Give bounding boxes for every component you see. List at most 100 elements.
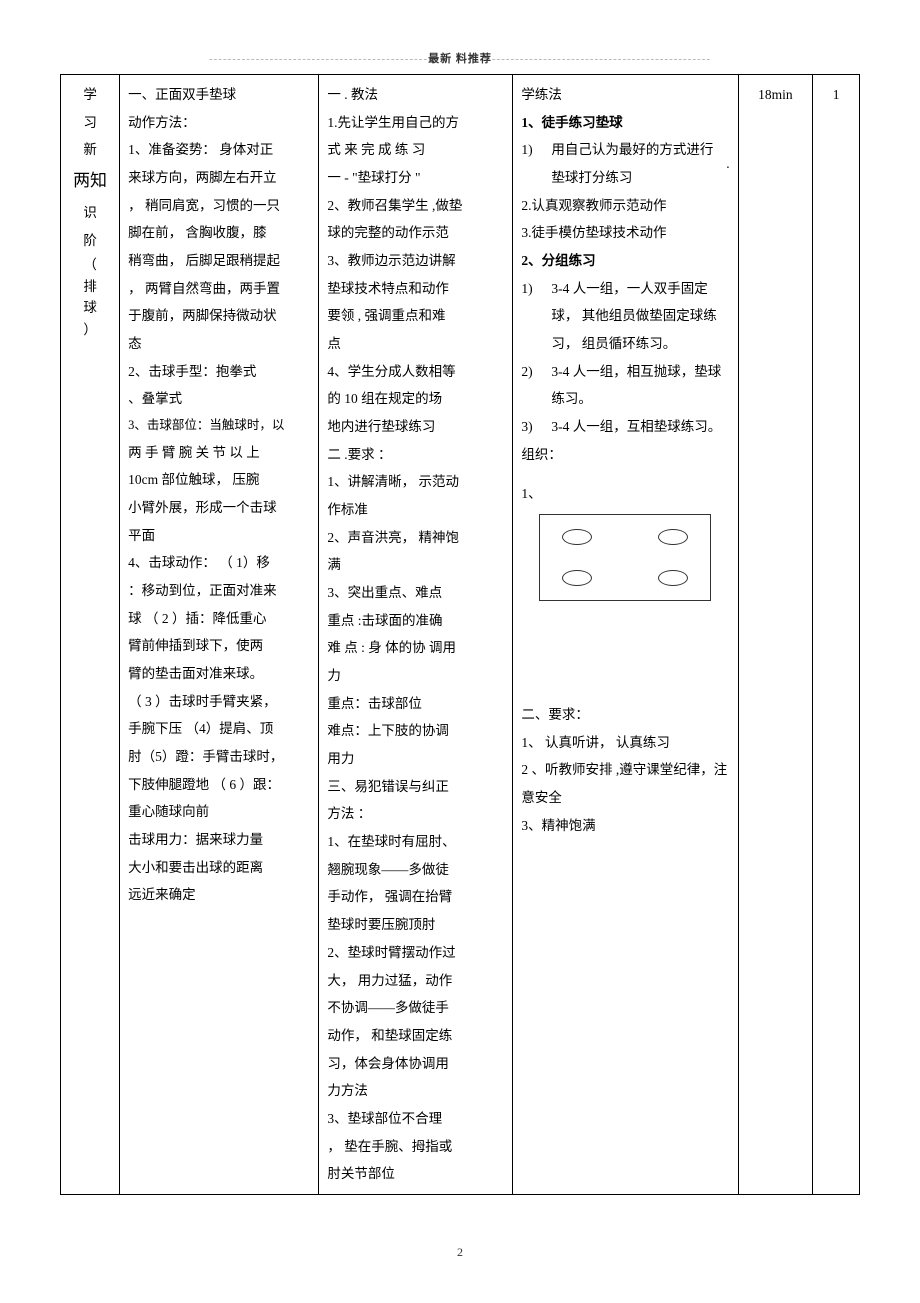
learn-item: 1) 3-4 人一组，一人双手固定球， 其他组员做垫固定球练习， 组员循环练习。 bbox=[521, 275, 729, 358]
dot-icon: . bbox=[726, 150, 729, 178]
teach-text: 力方法 bbox=[327, 1077, 504, 1105]
content-text: 臂的垫击面对准来球。 bbox=[128, 660, 310, 688]
content-text: 下肢伸腿蹬地 （ 6 ）跟： bbox=[128, 771, 310, 799]
teach-text: 球的完整的动作示范 bbox=[327, 219, 504, 247]
learn-text: 1、 bbox=[521, 480, 729, 508]
content-text: 于腹前，两脚保持微动状 bbox=[128, 302, 310, 330]
teach-text: 肘关节部位 bbox=[327, 1160, 504, 1188]
section-char: 习 bbox=[69, 109, 111, 137]
teach-text: 1.先让学生用自己的方 bbox=[327, 109, 504, 137]
list-num: 1) bbox=[521, 136, 551, 191]
learn-text: 3、精神饱满 bbox=[521, 812, 729, 840]
teach-text: 三、易犯错误与纠正 bbox=[327, 773, 504, 801]
header-label: 最新 料推荐 bbox=[428, 53, 492, 65]
content-text: 来球方向，两脚左右开立 bbox=[128, 164, 310, 192]
teach-text: 4、学生分成人数相等 bbox=[327, 358, 504, 386]
list-num: 1) bbox=[521, 275, 551, 358]
spacer bbox=[521, 611, 729, 701]
lesson-plan-table: 学 习 新 两知 识 阶 （ 排 球 ） 一、正面双手垫球 动作方法： 1、准备… bbox=[60, 74, 860, 1195]
teach-text: 用力 bbox=[327, 745, 504, 773]
learning-method-column: 学练法 1、徒手练习垫球 1) 用自己认为最好的方式进行垫球打分练习 . 2.认… bbox=[513, 75, 738, 1195]
learn-text: 1、徒手练习垫球 bbox=[521, 109, 729, 137]
learn-text: 1、 认真听讲， 认真练习 bbox=[521, 729, 729, 757]
content-text: 小臂外展，形成一个击球 bbox=[128, 494, 310, 522]
content-text: 态 bbox=[128, 330, 310, 358]
teach-text: 式 来 完 成 练 习 bbox=[327, 136, 504, 164]
teach-text: 垫球技术特点和动作 bbox=[327, 275, 504, 303]
section-char: 识 bbox=[69, 199, 111, 227]
content-text: 击球用力：据来球力量 bbox=[128, 826, 310, 854]
content-text: 一、正面双手垫球 bbox=[128, 81, 310, 109]
list-text: 3-4 人一组，一人双手固定球， 其他组员做垫固定球练习， 组员循环练习。 bbox=[551, 275, 729, 358]
content-text: 稍弯曲， 后脚足跟稍提起 bbox=[128, 247, 310, 275]
teaching-method-column: 一 . 教法 1.先让学生用自己的方 式 来 完 成 练 习 一 - "垫球打分… bbox=[319, 75, 513, 1195]
repetitions-value: 1 bbox=[833, 87, 840, 102]
teach-text: 难 点 : 身 体的协 调用 bbox=[327, 634, 504, 662]
section-char: 球 bbox=[69, 297, 111, 319]
list-num: 2) bbox=[521, 358, 551, 413]
time-cell: 18min bbox=[738, 75, 813, 1195]
spacer bbox=[521, 468, 729, 480]
learn-text: 组织： bbox=[521, 441, 729, 469]
learn-text: 2 、听教师安排 ,遵守课堂纪律，注意安全 bbox=[521, 756, 729, 811]
content-text: 脚在前， 含胸收腹，膝 bbox=[128, 219, 310, 247]
section-char: ） bbox=[69, 319, 111, 341]
teach-text: 作标准 bbox=[327, 496, 504, 524]
list-num: 3) bbox=[521, 413, 551, 441]
teach-text: 重点：击球部位 bbox=[327, 690, 504, 718]
oval-icon bbox=[658, 529, 688, 545]
content-text: 臂前伸插到球下，使两 bbox=[128, 632, 310, 660]
formation-diagram bbox=[539, 514, 711, 601]
content-text: 肘（5）蹬：手臂击球时， bbox=[128, 743, 310, 771]
teach-text: 不协调——多做徒手 bbox=[327, 994, 504, 1022]
teach-text: 大， 用力过猛，动作 bbox=[327, 967, 504, 995]
list-text: 3-4 人一组，互相垫球练习。 bbox=[551, 413, 721, 441]
table-row: 学 习 新 两知 识 阶 （ 排 球 ） 一、正面双手垫球 动作方法： 1、准备… bbox=[61, 75, 860, 1195]
teach-text: 1、讲解清晰， 示范动 bbox=[327, 468, 504, 496]
teach-text: 垫球时要压腕顶肘 bbox=[327, 911, 504, 939]
content-text: 两 手 臂 腕 关 节 以 上 bbox=[128, 439, 310, 467]
list-text: 用自己认为最好的方式进行垫球打分练习 bbox=[551, 136, 722, 191]
teach-text: 满 bbox=[327, 551, 504, 579]
teach-text: 2、教师召集学生 ,做垫 bbox=[327, 192, 504, 220]
content-text: 平面 bbox=[128, 522, 310, 550]
content-text: 2、击球手型：抱拳式 bbox=[128, 358, 310, 386]
header-dashes-right: ----------------------------------------… bbox=[492, 53, 711, 65]
teach-text: 习，体会身体协调用 bbox=[327, 1050, 504, 1078]
section-char: 阶 bbox=[69, 227, 111, 255]
content-text: 、叠掌式 bbox=[128, 385, 310, 413]
header-dashes-left: ----------------------------------------… bbox=[209, 53, 428, 65]
teach-text: 二 .要求 ： bbox=[327, 441, 504, 469]
content-text: 10cm 部位触球， 压腕 bbox=[128, 466, 310, 494]
document-page: ----------------------------------------… bbox=[0, 0, 920, 1300]
learn-item: 3) 3-4 人一组，互相垫球练习。 bbox=[521, 413, 729, 441]
oval-icon bbox=[562, 570, 592, 586]
learn-bold: 1、徒手练习垫球 bbox=[521, 115, 622, 130]
learn-text: 2、分组练习 bbox=[521, 247, 729, 275]
teach-text: 3、垫球部位不合理 bbox=[327, 1105, 504, 1133]
section-char: 学 bbox=[69, 81, 111, 109]
repetitions-cell: 1 bbox=[813, 75, 860, 1195]
content-text: ， 稍同肩宽，习惯的一只 bbox=[128, 192, 310, 220]
teach-text: 的 10 组在规定的场 bbox=[327, 385, 504, 413]
section-char: （ bbox=[69, 254, 111, 276]
teach-text: 动作， 和垫球固定练 bbox=[327, 1022, 504, 1050]
content-text: ：移动到位，正面对准来 bbox=[128, 577, 310, 605]
learn-text: 3.徒手模仿垫球技术动作 bbox=[521, 219, 729, 247]
learn-text: 二、要求： bbox=[521, 701, 729, 729]
teach-text: 2、声音洪亮， 精神饱 bbox=[327, 524, 504, 552]
list-text: 3-4 人一组，相互抛球，垫球练习。 bbox=[551, 358, 729, 413]
teach-text: 重点 :击球面的准确 bbox=[327, 607, 504, 635]
teach-text: 翘腕现象——多做徒 bbox=[327, 856, 504, 884]
teach-text: 地内进行垫球练习 bbox=[327, 413, 504, 441]
oval-icon bbox=[658, 570, 688, 586]
teach-text: 点 bbox=[327, 330, 504, 358]
content-text: 大小和要击出球的距离 bbox=[128, 854, 310, 882]
teach-text: 方法 ： bbox=[327, 800, 504, 828]
teach-text: 一 . 教法 bbox=[327, 81, 504, 109]
teach-text: 3、突出重点、难点 bbox=[327, 579, 504, 607]
teach-text: 2、垫球时臂摆动作过 bbox=[327, 939, 504, 967]
time-value: 18min bbox=[758, 87, 793, 102]
content-text: 3、击球部位：当触球时，以 bbox=[128, 413, 310, 439]
page-number: 2 bbox=[60, 1245, 860, 1260]
